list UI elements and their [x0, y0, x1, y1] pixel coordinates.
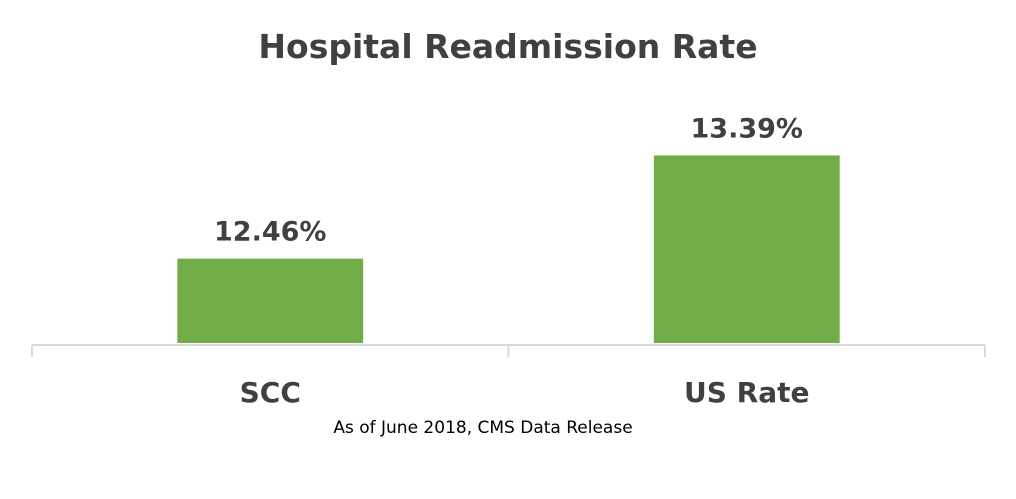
data-label: 13.39% — [691, 113, 803, 144]
category-label: US Rate — [684, 376, 809, 409]
footnote: As of June 2018, CMS Data Release — [333, 418, 633, 438]
bar-scc — [177, 258, 364, 343]
chart-title: Hospital Readmission Rate — [258, 27, 757, 66]
data-label: 12.46% — [214, 217, 326, 248]
category-label: SCC — [240, 376, 301, 409]
x-axis-ticks — [31, 345, 986, 357]
category-labels: SCC US Rate — [240, 376, 810, 409]
bar-us-rate — [653, 155, 840, 343]
bars-group: 12.46% 13.39% — [177, 113, 840, 343]
